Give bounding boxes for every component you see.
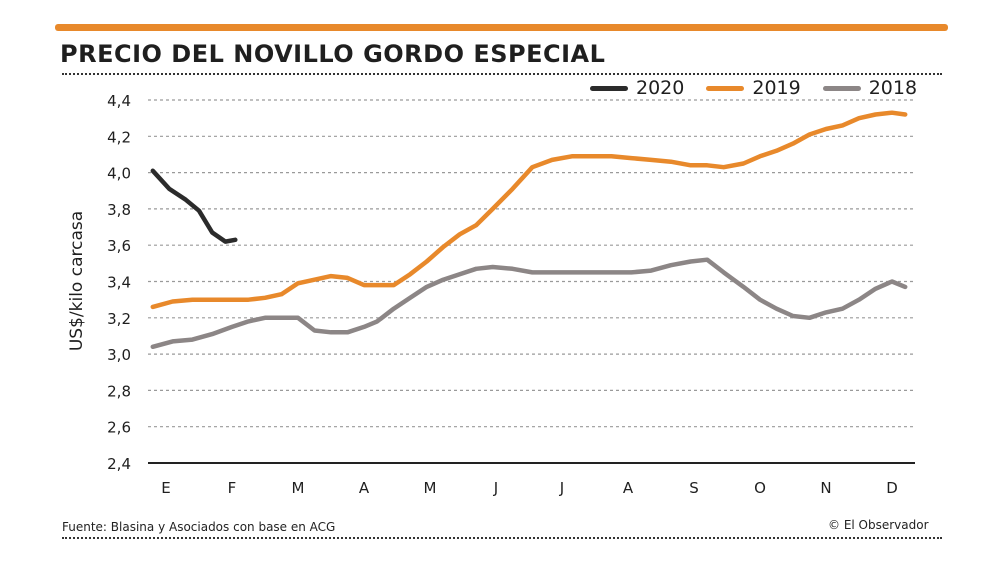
legend-label-2020: 2020 (636, 77, 685, 99)
series-line-2018 (150, 257, 908, 350)
y-tick-label: 2,6 (107, 419, 131, 437)
legend-item-2020: 2020 (590, 77, 684, 99)
y-tick-label: 2,4 (107, 455, 131, 473)
series-line-2020 (150, 168, 238, 244)
x-tick-label: J (493, 479, 498, 497)
credit-note: © El Observador (828, 518, 929, 532)
x-tick-label: O (754, 479, 766, 497)
legend-label-2019: 2019 (752, 77, 801, 99)
y-tick-label: 3,6 (107, 237, 131, 255)
legend-item-2019: 2019 (706, 77, 801, 99)
y-tick-label: 3,0 (107, 346, 131, 364)
chart-legend: 2020 2019 2018 (590, 77, 939, 99)
title-divider (62, 73, 942, 75)
y-tick-label: 2,8 (107, 382, 131, 400)
y-axis-label: US$/kilo carcasa (67, 211, 87, 351)
x-tick-label: M (292, 479, 305, 497)
series-line-2019 (150, 110, 908, 310)
x-tick-label: F (228, 479, 237, 497)
y-tick-label: 3,4 (107, 274, 131, 292)
legend-label-2018: 2018 (868, 77, 918, 99)
y-tick-label: 4,4 (107, 92, 131, 110)
legend-swatch-2018 (822, 85, 861, 91)
y-tick-label: 4,2 (107, 128, 131, 146)
y-tick-label: 3,2 (107, 310, 131, 328)
legend-item-2018: 2018 (822, 77, 918, 99)
x-tick-label: A (623, 479, 634, 497)
legend-swatch-2020 (590, 85, 628, 91)
footer-divider (62, 537, 942, 539)
x-tick-label: M (424, 479, 437, 497)
legend-swatch-2019 (706, 85, 745, 91)
x-tick-label: D (886, 479, 898, 497)
top-accent-bar (55, 24, 948, 31)
x-tick-label: S (689, 479, 699, 497)
x-tick-label: E (161, 479, 170, 497)
y-tick-label: 4,0 (107, 165, 131, 183)
source-note: Fuente: Blasina y Asociados con base en … (62, 520, 336, 534)
x-tick-label: J (559, 479, 564, 497)
x-tick-label: N (820, 479, 831, 497)
y-tick-label: 3,8 (107, 201, 131, 219)
x-tick-label: A (359, 479, 370, 497)
page-title: PRECIO DEL NOVILLO GORDO ESPECIAL (60, 40, 606, 68)
